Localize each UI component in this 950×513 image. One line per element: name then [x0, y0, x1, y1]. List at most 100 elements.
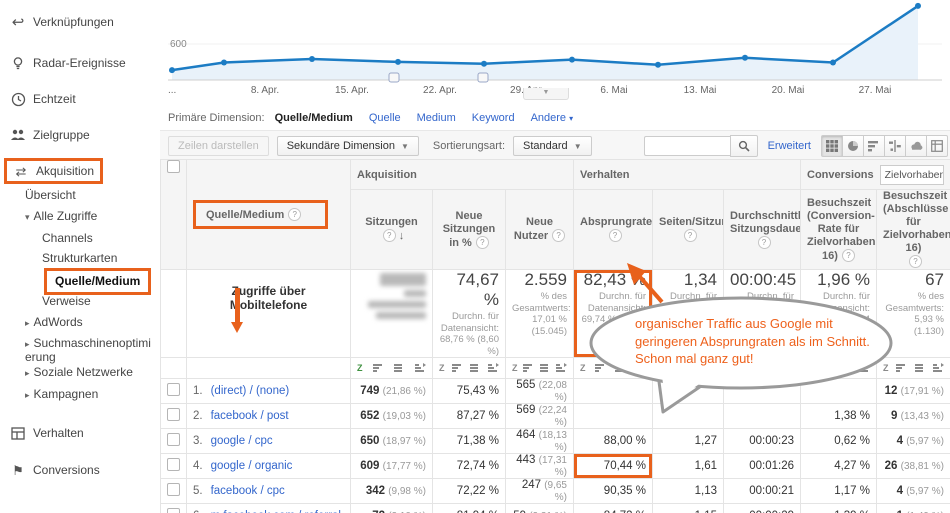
svg-text:13. Mai: 13. Mai	[684, 85, 717, 96]
row-checkbox[interactable]	[167, 433, 180, 446]
comment-bubble-text: organischer Traffic aus Google mit gerin…	[635, 316, 870, 366]
sidebar-item-alle-zugriffe[interactable]: ▾ Alle Zugriffe	[25, 209, 98, 223]
column-weighted-sort-icon[interactable]	[933, 363, 944, 373]
row-checkbox[interactable]	[167, 483, 180, 496]
search-icon[interactable]	[729, 134, 758, 157]
column-header-abschluesse[interactable]: Besuchszeit (Abschlüsse für Zielvorhaben…	[876, 189, 950, 270]
column-bars-equal-icon[interactable]	[539, 363, 551, 373]
column-bars-equal-icon[interactable]	[914, 363, 926, 373]
sidebar-item-conversions[interactable]: ⚑ Conversions	[10, 462, 100, 478]
bounce-rate-row-highlight: 70,44 %	[573, 453, 653, 479]
column-mini-toolbar: Z	[357, 363, 426, 373]
help-icon[interactable]: ?	[288, 208, 302, 221]
sidebar-item-akquisition[interactable]: ⇄ Akquisition	[4, 158, 104, 184]
row-checkbox[interactable]	[167, 408, 180, 421]
chart-annotation-marker[interactable]	[477, 72, 489, 83]
sidebar-item-radar-ereignisse[interactable]: Radar-Ereignisse	[10, 55, 126, 71]
sidebar-item-verhalten[interactable]: Verhalten	[10, 425, 84, 441]
column-bars-desc-icon[interactable]	[594, 363, 606, 373]
bounce-rate-cell	[573, 403, 653, 429]
goal-selector-dropdown[interactable]: Zielvorhaben 16: Besuchs:	[879, 164, 944, 185]
column-weighted-sort-icon[interactable]	[487, 363, 499, 373]
column-sort-z-icon[interactable]: Z	[357, 363, 363, 373]
column-bars-desc-icon[interactable]	[451, 363, 463, 373]
row-checkbox[interactable]	[167, 458, 180, 471]
report-toolbar: Zeilen darstellen Sekundäre Dimension ▼ S…	[160, 130, 950, 160]
sidebar-item-echtzeit[interactable]: Echtzeit	[10, 91, 76, 107]
column-bars-equal-icon[interactable]	[393, 363, 405, 373]
source-medium-link[interactable]: google / cpc	[210, 435, 273, 447]
dimension-quelle[interactable]: Quelle	[368, 112, 401, 124]
conversions-icon: ⚑	[12, 462, 24, 478]
sidebar-item-kampagnen[interactable]: ▸ Kampagnen	[25, 387, 99, 401]
column-bars-equal-icon[interactable]	[469, 363, 481, 373]
sidebar-item-verweise[interactable]: Verweise	[42, 294, 91, 308]
column-sort-z-icon[interactable]: Z	[512, 363, 518, 373]
view-performance-icon[interactable]	[864, 134, 885, 157]
sidebar-item-suchmaschinenoptimierung[interactable]: ▸ Suchmaschinenoptimierung	[25, 336, 151, 364]
column-sort-z-icon[interactable]: Z	[883, 363, 889, 373]
column-bars-desc-icon[interactable]	[896, 363, 907, 373]
column-header-absprungrate[interactable]: Absprungrate?	[573, 189, 653, 270]
svg-text:8. Apr.: 8. Apr.	[251, 85, 279, 96]
column-sort-z-icon[interactable]: Z	[580, 363, 586, 373]
advanced-filter-link[interactable]: Erweitert	[767, 139, 811, 152]
chart-collapse-tab[interactable]: ▼	[523, 88, 569, 100]
column-bars-desc-icon[interactable]	[372, 363, 384, 373]
column-header-seiten-sitzung[interactable]: Seiten/Sitzung?	[652, 189, 724, 270]
source-medium-link[interactable]: google / organic	[210, 460, 293, 472]
column-header-neue-nutzer[interactable]: Neue Nutzer?	[505, 189, 574, 270]
column-header-neue-sitzungen[interactable]: Neue Sitzungen in %?	[432, 189, 506, 270]
table-row: 2. facebook / post 652 (19,03 %) 87,27 % 569…	[160, 403, 950, 429]
column-mini-toolbar: Z	[439, 363, 499, 373]
view-comparison-icon[interactable]	[885, 134, 906, 157]
column-mini-toolbar: Z	[883, 363, 944, 373]
akquisition-icon: ⇄	[15, 163, 27, 179]
zielgruppe-icon	[10, 127, 26, 143]
plot-rows-button[interactable]: Zeilen darstellen	[168, 135, 269, 156]
dimension-keyword[interactable]: Keyword	[471, 112, 515, 124]
echtzeit-icon	[10, 91, 26, 107]
source-medium-link[interactable]: facebook / post	[210, 410, 289, 422]
view-term-cloud-icon[interactable]	[906, 134, 927, 157]
source-medium-link[interactable]: facebook / cpc	[210, 485, 285, 497]
view-table-icon[interactable]	[821, 134, 843, 157]
sidebar-item-quelle-medium[interactable]: Quelle/Medium	[44, 268, 152, 295]
dimension-quelle-medium[interactable]: Quelle/Medium	[274, 112, 353, 124]
select-all-checkbox[interactable]	[167, 160, 180, 173]
sidebar-item-channels[interactable]: Channels	[42, 231, 93, 245]
row-checkbox[interactable]	[167, 507, 180, 513]
column-header-sitzungen[interactable]: Sitzungen? ↓	[350, 189, 433, 270]
search-input[interactable]	[643, 135, 730, 156]
dimension-medium[interactable]: Medium	[416, 112, 456, 124]
source-medium-link[interactable]: m.facebook.com / referral	[211, 510, 341, 513]
view-percentage-icon[interactable]	[843, 134, 864, 157]
view-pivot-icon[interactable]	[927, 134, 948, 157]
column-weighted-sort-icon[interactable]	[556, 363, 567, 373]
sidebar-item-adwords[interactable]: ▸ AdWords	[25, 315, 83, 329]
source-medium-link[interactable]: (direct) / (none)	[210, 385, 290, 397]
dimension-column-header[interactable]: Quelle/Medium?	[193, 200, 329, 229]
column-header-conversion-rate[interactable]: Besuchszeit (Conversion-Rate für Zielvor…	[800, 189, 877, 270]
secondary-dimension-dropdown[interactable]: Sekundäre Dimension ▼	[276, 135, 419, 156]
column-header-sitzungsdauer[interactable]: Durchschnittl. Sitzungsdauer?	[723, 189, 801, 270]
column-weighted-sort-icon[interactable]	[414, 363, 426, 373]
column-bars-desc-icon[interactable]	[523, 363, 534, 373]
svg-text:15. Apr.: 15. Apr.	[335, 85, 369, 96]
chart-annotation-marker[interactable]	[388, 72, 400, 83]
column-sort-z-icon[interactable]: Z	[439, 363, 445, 373]
sort-type-dropdown[interactable]: Standard ▼	[513, 135, 592, 156]
sidebar-item-soziale-netzwerke[interactable]: ▸ Soziale Netzwerke	[25, 365, 133, 379]
sessions-line-chart: 600...8. Apr.15. Apr.22. Apr.29. Apr.6. …	[168, 2, 942, 96]
row-checkbox[interactable]	[167, 383, 180, 396]
sidebar-item-strukturkarten[interactable]: Strukturkarten	[42, 251, 118, 265]
verknuepfungen-icon: ↩	[11, 13, 25, 31]
sidebar-item-uebersicht[interactable]: Übersicht	[25, 188, 76, 202]
view-switcher	[821, 134, 948, 157]
svg-text:...: ...	[168, 85, 176, 96]
sidebar-item-verknuepfungen[interactable]: ↩ Verknüpfungen	[11, 13, 114, 31]
sidebar-item-zielgruppe[interactable]: Zielgruppe	[10, 127, 90, 143]
caret-icon: ▸	[25, 368, 30, 378]
dimension-andere-dropdown[interactable]: Andere ▾	[530, 112, 574, 124]
